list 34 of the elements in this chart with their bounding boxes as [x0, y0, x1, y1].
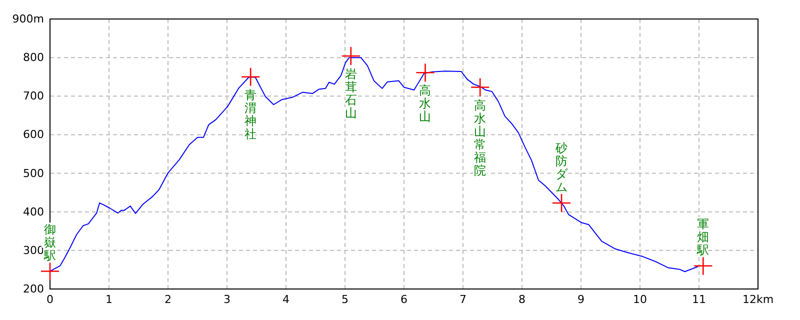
y-tick-label: 800: [23, 51, 44, 64]
x-tick-label: 0: [46, 292, 54, 306]
annotation: 青渭神社: [244, 88, 257, 141]
y-tick-label: 300: [23, 244, 44, 257]
point: [416, 62, 435, 82]
y-tick-label: 900m: [12, 12, 44, 26]
y-tick-label: 200: [23, 282, 44, 296]
y-tick-label: 600: [23, 128, 44, 142]
point: [693, 256, 713, 276]
y-tick-label: 700: [23, 90, 44, 103]
annotation: 高水山常福院: [474, 98, 486, 178]
x-tick-label: 8: [518, 292, 526, 306]
annotation: 砂防ダム: [554, 140, 569, 194]
x-tick-label: 12km: [742, 292, 774, 306]
x-tick-label: 9: [578, 292, 584, 306]
x-tick-label: 3: [224, 292, 230, 306]
x-tick-label: 2: [164, 292, 172, 306]
y-tick-label: 400: [23, 205, 44, 218]
point: [470, 78, 490, 97]
x-tick-label: 11: [692, 292, 706, 306]
x-tick-label: 5: [342, 292, 348, 306]
annotation: 岩茸石山: [344, 67, 357, 120]
point: [341, 46, 361, 66]
point: [240, 67, 260, 87]
x-tick-label: 1: [106, 292, 112, 306]
point: [40, 262, 60, 281]
point: [552, 193, 572, 213]
x-tick-label: 7: [460, 292, 466, 306]
annotation: 軍畑駅: [696, 216, 710, 257]
x-tick-label: 6: [400, 292, 408, 306]
y-tick-label: 500: [23, 166, 44, 180]
annotation: 高水山: [419, 84, 432, 124]
x-tick-label: 10: [633, 292, 647, 306]
x-tick-label: 4: [282, 292, 290, 306]
